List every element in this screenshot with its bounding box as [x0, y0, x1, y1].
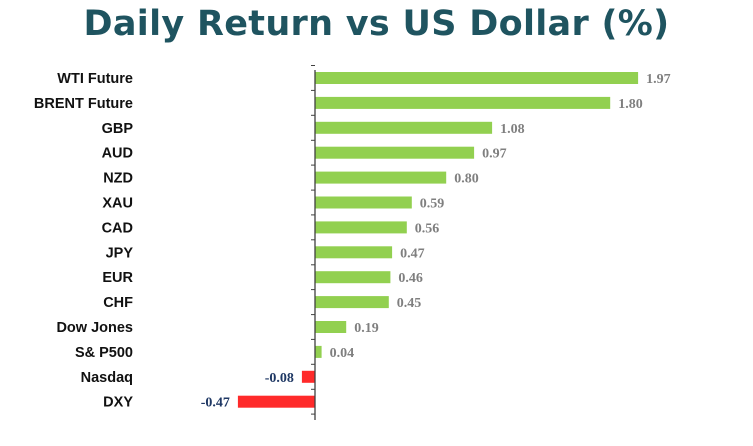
category-label: GBP: [102, 121, 134, 137]
category-label: CAD: [102, 220, 133, 236]
category-label: EUR: [102, 270, 133, 286]
data-label: 1.08: [500, 122, 524, 137]
data-label: 0.56: [415, 221, 440, 236]
data-label: 0.47: [400, 246, 425, 261]
data-label: -0.08: [265, 371, 294, 386]
bar: [315, 296, 389, 309]
bar: [315, 72, 639, 84]
category-label: NZD: [103, 171, 133, 187]
category-label: WTI Future: [57, 71, 133, 87]
data-label: 0.46: [398, 271, 423, 286]
data-label: -0.47: [201, 396, 230, 411]
category-label: DXY: [103, 395, 133, 411]
category-label: JPY: [106, 245, 134, 261]
bar: [315, 246, 393, 259]
data-label: 1.80: [618, 97, 643, 112]
bar: [315, 96, 611, 109]
bar: [237, 395, 315, 408]
data-label: 0.04: [330, 346, 355, 361]
category-label: Nasdaq: [81, 370, 133, 386]
bar: [315, 171, 447, 184]
data-label: 0.80: [454, 172, 479, 187]
data-label: 0.97: [482, 147, 507, 162]
bar: [315, 146, 475, 159]
bar: [315, 196, 412, 209]
category-label: Dow Jones: [56, 320, 133, 336]
data-label: 1.97: [646, 72, 671, 87]
bar: [315, 221, 407, 234]
bar: [315, 321, 347, 333]
category-label: CHF: [103, 295, 133, 311]
data-label: 0.19: [354, 321, 379, 336]
chart-title: Daily Return vs US Dollar (%): [83, 4, 670, 44]
bar: [315, 271, 391, 284]
data-label: 0.45: [397, 296, 422, 311]
bar: [315, 345, 322, 358]
category-label: AUD: [102, 146, 133, 162]
data-label: 0.59: [420, 197, 445, 212]
category-label: XAU: [102, 196, 133, 212]
bar: [301, 370, 315, 383]
bar: [315, 121, 493, 134]
category-label: BRENT Future: [34, 96, 133, 112]
category-label: S& P500: [75, 345, 133, 361]
